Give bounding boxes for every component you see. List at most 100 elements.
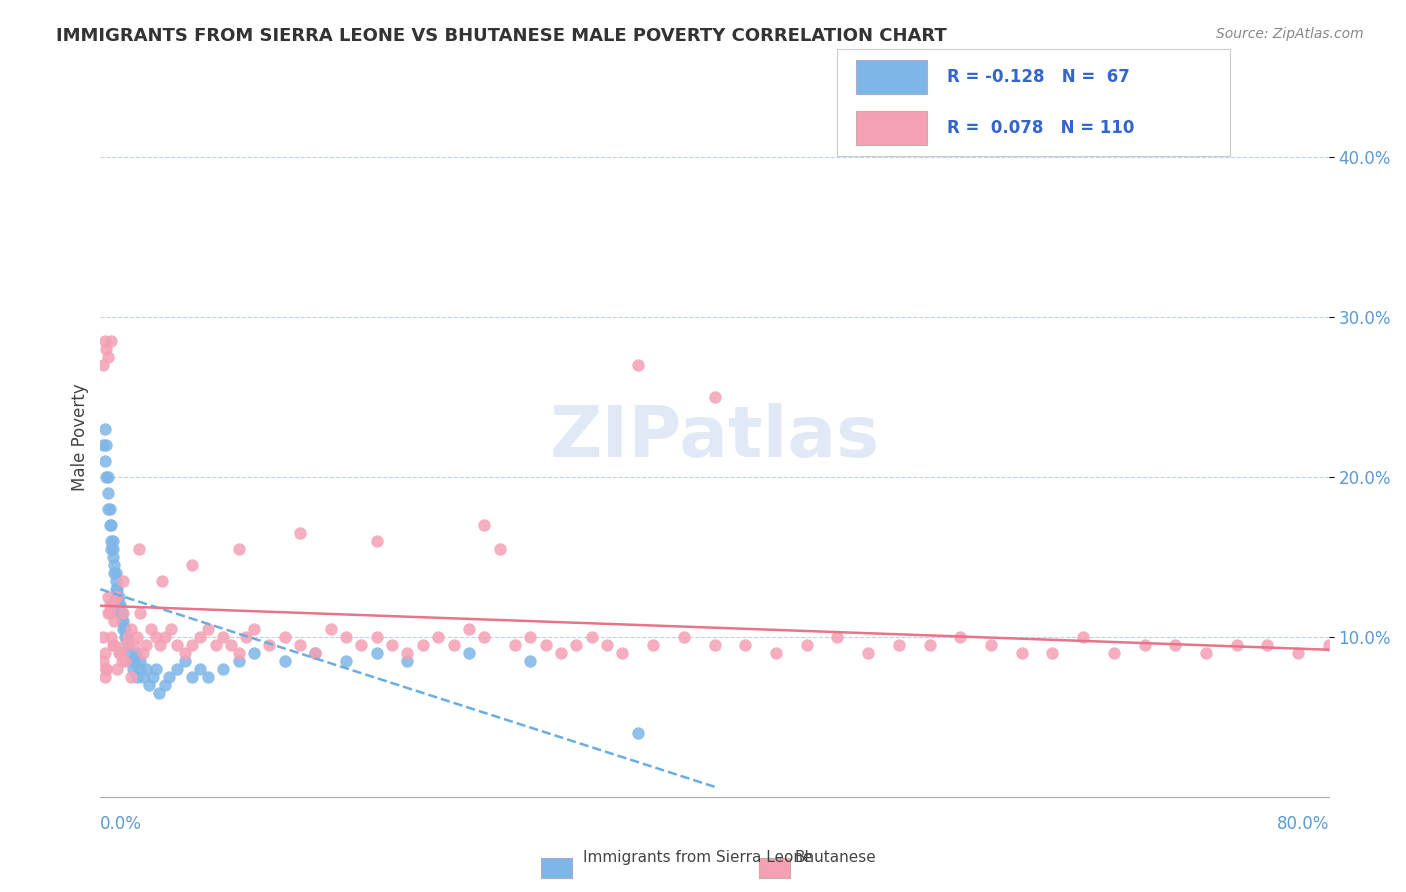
Point	[396, 646, 419, 660]
Point	[96, 343, 118, 357]
Point	[120, 670, 142, 684]
Point	[132, 646, 155, 660]
Point	[111, 615, 134, 629]
Point	[127, 630, 149, 644]
Point	[107, 591, 129, 605]
Point	[115, 630, 138, 644]
Point	[100, 542, 122, 557]
Point	[188, 630, 211, 644]
Point	[1195, 646, 1218, 660]
Point	[97, 502, 120, 516]
Point	[304, 646, 326, 660]
Point	[1256, 638, 1278, 652]
Point	[1011, 646, 1033, 660]
Point	[457, 646, 479, 660]
Point	[319, 622, 342, 636]
Point	[550, 646, 572, 660]
Point	[114, 630, 136, 644]
Point	[93, 654, 115, 668]
Point	[259, 638, 281, 652]
Point	[114, 622, 136, 636]
Point	[101, 542, 124, 557]
Point	[101, 550, 124, 565]
Point	[96, 438, 118, 452]
Point	[96, 662, 118, 676]
Point	[519, 630, 541, 644]
Point	[145, 662, 167, 676]
Point	[96, 662, 118, 676]
Text: ZIPatlas: ZIPatlas	[550, 403, 880, 472]
Point	[120, 654, 142, 668]
Point	[98, 607, 121, 621]
Point	[457, 622, 479, 636]
Point	[350, 638, 373, 652]
Point	[703, 638, 725, 652]
Point	[122, 654, 145, 668]
Point	[148, 686, 170, 700]
Point	[93, 438, 115, 452]
Point	[396, 654, 419, 668]
Point	[796, 638, 818, 652]
Point	[228, 542, 250, 557]
Point	[472, 518, 495, 533]
Point	[612, 646, 634, 660]
Text: R = -0.128   N =  67: R = -0.128 N = 67	[946, 68, 1129, 86]
Point	[105, 582, 128, 597]
Point	[98, 518, 121, 533]
Point	[173, 646, 195, 660]
Point	[97, 470, 120, 484]
Point	[103, 566, 125, 581]
Point	[381, 638, 404, 652]
Point	[188, 662, 211, 676]
Point	[132, 670, 155, 684]
Point	[94, 646, 117, 660]
Point	[1164, 638, 1187, 652]
Point	[765, 646, 787, 660]
Point	[228, 654, 250, 668]
Point	[135, 662, 157, 676]
Point	[273, 654, 295, 668]
Point	[103, 558, 125, 573]
Point	[94, 334, 117, 349]
Point	[100, 334, 122, 349]
Point	[153, 678, 176, 692]
Point	[1226, 638, 1249, 652]
Point	[160, 622, 183, 636]
Point	[104, 591, 127, 605]
Point	[166, 662, 188, 676]
Point	[949, 630, 972, 644]
Point	[107, 646, 129, 660]
Point	[918, 638, 941, 652]
Point	[412, 638, 434, 652]
Point	[104, 591, 127, 605]
Point	[887, 638, 910, 652]
Point	[103, 615, 125, 629]
Point	[643, 638, 665, 652]
Point	[98, 599, 121, 613]
Point	[581, 630, 603, 644]
Point	[734, 638, 756, 652]
Text: Source: ZipAtlas.com: Source: ZipAtlas.com	[1216, 27, 1364, 41]
Point	[212, 630, 235, 644]
Point	[627, 726, 650, 740]
Point	[139, 622, 162, 636]
Point	[104, 566, 127, 581]
Point	[93, 359, 115, 373]
Point	[100, 534, 122, 549]
Point	[112, 607, 135, 621]
Point	[159, 670, 181, 684]
Text: 80.0%: 80.0%	[1277, 815, 1329, 833]
Y-axis label: Male Poverty: Male Poverty	[72, 384, 89, 491]
Point	[503, 638, 526, 652]
Point	[534, 638, 557, 652]
Point	[104, 582, 127, 597]
Point	[335, 630, 357, 644]
Point	[94, 422, 117, 436]
Point	[1133, 638, 1156, 652]
Point	[97, 591, 120, 605]
Point	[127, 670, 149, 684]
Point	[149, 638, 172, 652]
Point	[118, 646, 141, 660]
Point	[110, 646, 132, 660]
Point	[856, 646, 879, 660]
